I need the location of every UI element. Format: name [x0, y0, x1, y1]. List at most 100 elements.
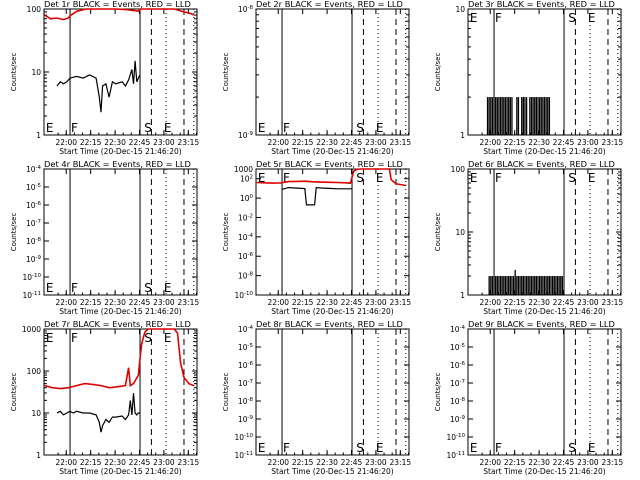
- y-tick-label-exponent: -8: [36, 237, 42, 243]
- x-tick-label: 23:00: [153, 458, 175, 467]
- y-tick-label: 1000: [22, 325, 41, 334]
- chart-title: Det 2r BLACK = Events, RED = LLD: [256, 0, 403, 9]
- y-tick-label: 10-10: [446, 433, 465, 442]
- x-tick-label: 22:00: [55, 298, 77, 307]
- y-tick-label: 1: [36, 451, 41, 460]
- y-tick-label-exponent: -7: [248, 379, 254, 385]
- event-marker-label: S: [356, 171, 364, 185]
- y-tick-label: 10-9: [238, 415, 254, 424]
- event-marker-label: F: [283, 441, 290, 455]
- y-tick-label: 10-8: [238, 5, 254, 14]
- event-marker-label: F: [495, 441, 502, 455]
- y-tick-label: 10-4: [238, 325, 254, 334]
- y-tick-label-base: 10: [22, 273, 32, 282]
- y-tick-label: 10-7: [26, 219, 42, 228]
- y-tick-label-exponent: -7: [460, 379, 466, 385]
- event-marker-label: E: [588, 441, 596, 455]
- event-marker-label: F: [495, 11, 502, 25]
- x-tick-label: 22:00: [267, 458, 289, 467]
- x-tick-label: 22:45: [341, 138, 363, 147]
- y-tick-label-base: 10: [446, 433, 456, 442]
- y-tick-label-base: 10: [450, 361, 460, 370]
- x-tick-label: 22:15: [80, 138, 102, 147]
- y-tick-label: 10: [455, 5, 465, 14]
- y-tick-label-exponent: -6: [248, 252, 254, 258]
- event-marker-label: E: [588, 11, 596, 25]
- y-axis-label: Counts/sec: [222, 373, 230, 412]
- event-marker-label: F: [283, 171, 290, 185]
- event-marker-label: F: [495, 171, 502, 185]
- y-tick-label-exponent: -9: [248, 131, 254, 137]
- y-tick-label-exponent: 0: [250, 194, 254, 200]
- y-tick-label-base: 10: [234, 433, 244, 442]
- y-tick-label-exponent: -11: [244, 451, 253, 457]
- x-tick-label: 22:30: [528, 458, 550, 467]
- y-tick-label-base: 10: [238, 397, 248, 406]
- y-axis-label: Counts/sec: [10, 213, 18, 252]
- y-axis-label: Counts/sec: [434, 213, 442, 252]
- x-tick-label: 22:00: [267, 298, 289, 307]
- event-marker-label: S: [568, 441, 576, 455]
- chart-title: Det 4r BLACK = Events, RED = LLD: [44, 159, 191, 169]
- y-tick-label: 10: [31, 409, 41, 418]
- x-tick-label: 22:15: [80, 298, 102, 307]
- y-tick-label-exponent: -8: [248, 397, 254, 403]
- y-tick-label-base: 10: [238, 343, 248, 352]
- event-marker-label: E: [164, 331, 172, 345]
- x-tick-label: 22:15: [292, 298, 314, 307]
- x-tick-label: 22:30: [104, 138, 126, 147]
- chart-panel: Det 8r BLACK = Events, RED = LLD10-1110-…: [222, 319, 411, 476]
- x-tick-label: 22:00: [479, 298, 501, 307]
- x-tick-label: 22:45: [553, 458, 575, 467]
- x-tick-label: 22:30: [316, 138, 338, 147]
- y-tick-label-base: 10: [450, 325, 460, 334]
- y-tick-label: 100: [451, 165, 466, 174]
- y-tick-label-exponent: -9: [248, 415, 254, 421]
- y-tick-label-exponent: -10: [244, 291, 253, 297]
- x-tick-label: 22:30: [528, 298, 550, 307]
- y-tick-label-exponent: -8: [248, 5, 254, 11]
- y-tick-label: 1: [460, 131, 465, 140]
- y-tick-label: 10-6: [238, 252, 254, 261]
- plot-frame: [255, 8, 410, 136]
- y-tick-label: 10-10: [234, 291, 253, 300]
- y-tick-label-exponent: -5: [248, 343, 254, 349]
- event-marker-label: S: [144, 331, 152, 345]
- y-tick-label-exponent: -11: [456, 451, 465, 457]
- y-tick-label-base: 10: [234, 291, 244, 300]
- y-tick-label: 10-2: [238, 213, 253, 222]
- y-tick-label-exponent: -9: [36, 255, 42, 261]
- y-tick-label: 102: [240, 175, 253, 184]
- x-tick-label: 23:15: [602, 458, 624, 467]
- plot-frame: [43, 168, 198, 296]
- x-axis-label: Start Time (20-Dec-15 21:46:20): [271, 307, 393, 316]
- event-marker-label: E: [376, 171, 384, 185]
- y-axis-label: Counts/sec: [10, 373, 18, 412]
- x-tick-label: 23:15: [602, 138, 624, 147]
- y-tick-label-base: 10: [450, 379, 460, 388]
- y-tick-label-base: 10: [238, 5, 248, 14]
- chart-panel: Det 7r BLACK = Events, RED = LLD 1 10 100 10…: [10, 319, 199, 476]
- x-tick-label: 23:00: [577, 458, 599, 467]
- x-tick-label: 22:30: [104, 458, 126, 467]
- x-tick-label: 22:30: [104, 298, 126, 307]
- chart-panel: Det 9r BLACK = Events, RED = LLD10-1110-…: [434, 319, 623, 476]
- y-tick-label: 1: [460, 291, 465, 300]
- y-tick-label-exponent: -11: [32, 291, 41, 297]
- event-marker-label: E: [258, 121, 266, 135]
- y-tick-label: 10-7: [238, 379, 254, 388]
- x-tick-label: 22:45: [553, 298, 575, 307]
- lld-series-line: [44, 8, 195, 21]
- y-tick-label-base: 10: [238, 325, 248, 334]
- y-tick-label-exponent: -4: [460, 325, 466, 331]
- y-tick-label-base: 10: [238, 272, 248, 281]
- y-axis-label: Counts/sec: [222, 213, 230, 252]
- x-tick-label: 23:15: [178, 138, 200, 147]
- x-tick-label: 23:00: [577, 138, 599, 147]
- y-tick-label: 10-8: [450, 397, 466, 406]
- x-tick-label: 23:00: [577, 298, 599, 307]
- y-tick-label: 100: [27, 367, 42, 376]
- y-tick-label-exponent: -7: [36, 219, 42, 225]
- y-tick-label-base: 10: [238, 252, 248, 261]
